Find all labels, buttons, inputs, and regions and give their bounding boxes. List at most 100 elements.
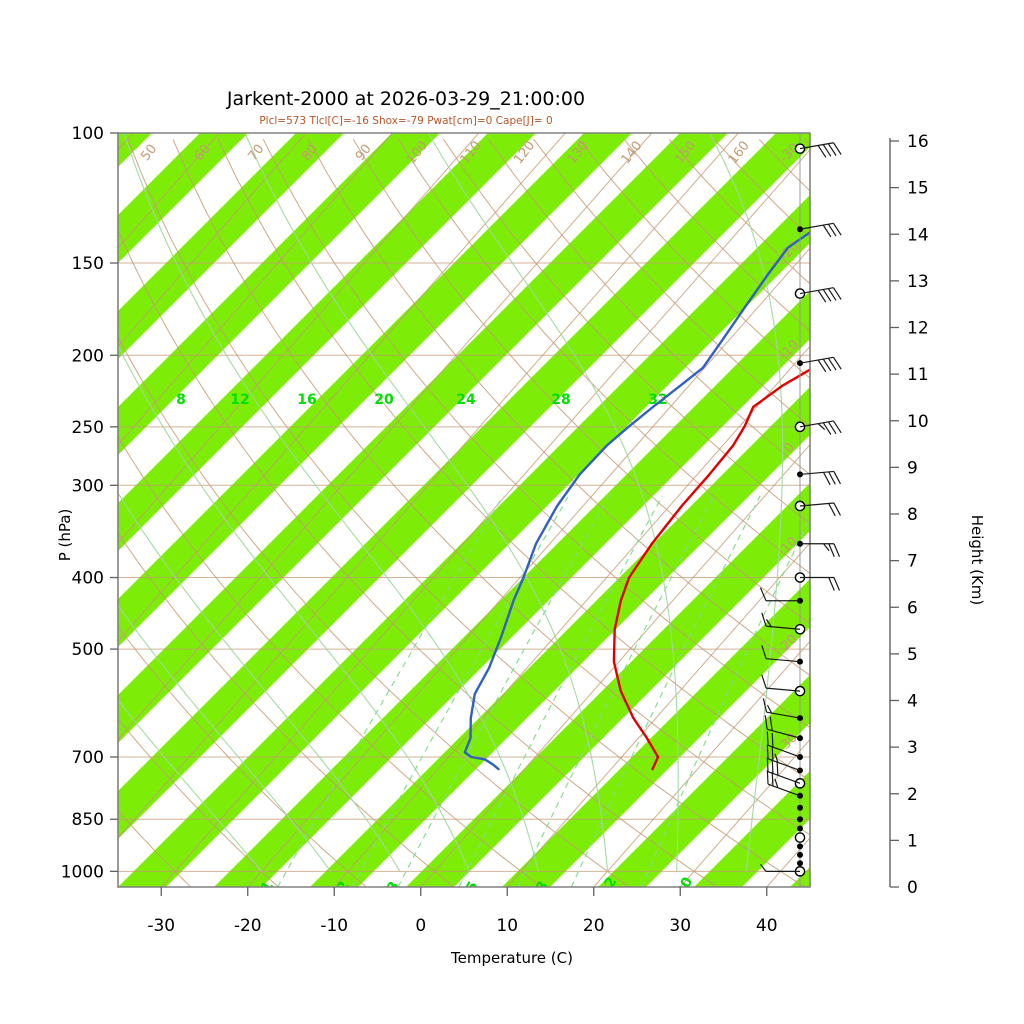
y-tick-label: 1000 <box>61 862 104 882</box>
mixing-ratio-line <box>517 495 715 887</box>
height-tick-label: 11 <box>907 365 929 385</box>
mixing-ratio-line <box>351 495 570 887</box>
moist-band <box>214 133 810 887</box>
theta-e-label: 8 <box>176 392 186 408</box>
temperature-axis: -30 -20 -10 0 10 20 30 40 <box>147 887 778 936</box>
height-tick-label: 15 <box>907 179 929 199</box>
height-tick-label: 6 <box>907 598 918 618</box>
wind-barb <box>799 287 842 303</box>
wind-barb <box>761 674 801 692</box>
isotherm <box>118 133 307 887</box>
mixing-ratio-line <box>570 495 761 887</box>
wind-barb <box>800 576 841 591</box>
dry-adiabat <box>127 139 805 887</box>
x-tick-label: -20 <box>234 916 262 936</box>
height-tick-label: 13 <box>907 272 929 292</box>
moist-band <box>118 133 728 887</box>
moist-band <box>118 133 810 887</box>
height-tick-label: 9 <box>907 458 918 478</box>
wind-barb <box>764 715 801 739</box>
wind-barb <box>766 770 801 797</box>
mixing-ratio-line <box>641 495 810 887</box>
dry-adiabat <box>118 139 455 887</box>
mixing-ratio-label: 2 <box>334 879 353 895</box>
moist-adiabat <box>201 133 609 872</box>
dry-adiabat <box>352 139 810 887</box>
y-tick-label: 300 <box>72 476 104 496</box>
theta-e-label: 24 <box>456 392 476 408</box>
indices-subtitle: Plcl=573 Tlcl[C]=-16 Shox=-79 Pwat[cm]=0… <box>259 115 552 127</box>
x-tick-label: 20 <box>583 916 605 936</box>
wind-barb <box>760 863 800 872</box>
theta-e-label: 16 <box>297 392 316 408</box>
height-tick-label: 5 <box>907 645 918 665</box>
y-tick-label: 700 <box>72 748 104 768</box>
moist-adiabat-lines <box>118 133 784 872</box>
height-tick-label: 3 <box>907 738 918 758</box>
isotherm <box>118 133 566 887</box>
moist-band <box>502 133 810 887</box>
moist-band <box>406 133 810 887</box>
moist-band <box>118 133 536 887</box>
y-tick-label: 850 <box>72 810 104 830</box>
isotherm <box>160 133 810 887</box>
mixing-ratio-label: 8 <box>533 879 552 895</box>
plot-border <box>117 132 811 888</box>
moist-adiabat <box>118 133 332 872</box>
wind-level-marker <box>797 851 803 858</box>
moist-band <box>118 133 440 887</box>
height-tick-label: 16 <box>907 132 929 152</box>
wind-barb <box>761 612 801 630</box>
y-tick-label: 250 <box>72 418 104 438</box>
isotherm <box>247 133 810 887</box>
mixing-ratio-label: 3 <box>384 879 403 895</box>
theta-e-label: 28 <box>551 392 570 408</box>
wind-level-marker <box>797 816 803 823</box>
x-tick-label: 40 <box>756 916 778 936</box>
isotherm <box>118 133 739 887</box>
wind-barb <box>761 645 801 663</box>
moist-adiabat <box>379 133 679 872</box>
x-axis-label: Temperature (C) <box>450 949 573 967</box>
dry-adiabat <box>118 139 279 887</box>
moist-band <box>598 133 810 887</box>
height-tick-label: 2 <box>907 785 918 805</box>
isotherm <box>593 133 810 887</box>
dry-adiabat <box>262 139 810 887</box>
wind-barb <box>762 698 801 719</box>
wind-barb <box>766 757 801 784</box>
page-title: Jarkent-2000 at 2026-03-29_21:00:00 <box>226 88 585 110</box>
wind-barb <box>799 142 842 158</box>
moist-adiabat <box>118 133 470 872</box>
y-axis-label: P (hPa) <box>56 509 74 562</box>
y-tick-label: 500 <box>72 640 104 660</box>
dry-adiabat <box>118 139 192 887</box>
moist-band <box>118 133 344 887</box>
theta-e-label: 32 <box>648 392 667 408</box>
moist-layer-bands <box>118 133 810 887</box>
x-tick-label: 30 <box>669 916 691 936</box>
moist-band <box>310 133 810 887</box>
moist-band <box>118 133 810 887</box>
height-tick-label: 4 <box>907 692 918 712</box>
dry-adiabat <box>118 139 542 887</box>
wind-barb <box>799 470 842 486</box>
wind-barb <box>799 222 842 238</box>
moist-band <box>118 133 632 887</box>
moist-adiabat <box>118 133 539 872</box>
y-tick-label: 150 <box>72 254 104 274</box>
wind-barb <box>766 744 801 772</box>
sounding-profiles <box>463 133 810 771</box>
wind-barb-column <box>759 133 842 887</box>
moist-adiabat <box>118 133 262 872</box>
wind-level-marker <box>797 804 803 811</box>
mixing-ratio-label: 5 <box>463 879 482 895</box>
wind-barb <box>800 543 841 557</box>
dry-adiabat <box>217 139 810 887</box>
dry-adiabat <box>307 139 810 887</box>
mixing-ratio-label: 1 <box>258 879 277 895</box>
y2-axis-label: Height (Km) <box>968 515 986 606</box>
dry-adiabat-lines <box>118 138 810 887</box>
theta-e-label: 12 <box>230 392 249 408</box>
